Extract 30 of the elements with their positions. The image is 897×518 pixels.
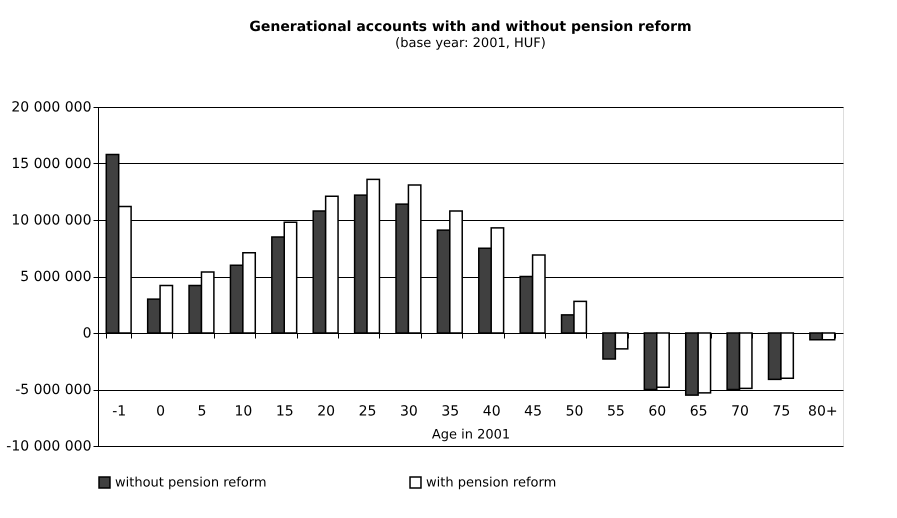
- legend-label: with pension reform: [426, 476, 556, 491]
- x-tick-label: 75: [772, 404, 790, 420]
- chart-title: Generational accounts with and without pension reform: [249, 19, 692, 35]
- x-tick-label: 50: [566, 404, 584, 420]
- x-tick-label: 30: [400, 404, 418, 420]
- x-tick-label: -1: [112, 404, 126, 420]
- x-tick-label: 60: [648, 404, 666, 420]
- legend-label: without pension reform: [115, 476, 267, 491]
- x-tick-label: 20: [317, 404, 336, 420]
- x-tick-label: 35: [441, 404, 460, 420]
- y-tick-label: -5 000 000: [15, 382, 92, 398]
- x-tick-label: 45: [524, 404, 542, 420]
- x-tick-label: 5: [198, 404, 206, 420]
- y-tick-label: -10 000 000: [6, 438, 92, 454]
- x-tick-label: 65: [690, 404, 708, 420]
- x-tick-label: 25: [358, 404, 376, 420]
- chart-subtitle: (base year: 2001, HUF): [395, 36, 546, 51]
- x-tick-label: 0: [156, 404, 166, 420]
- x-tick-label: 15: [276, 404, 294, 420]
- x-tick-label: 40: [482, 404, 501, 420]
- y-tick-label: 10 000 000: [11, 212, 92, 228]
- y-tick-label: 5 000 000: [20, 269, 92, 285]
- x-axis-title: Age in 2001: [432, 428, 510, 443]
- x-tick-label: 10: [234, 404, 252, 420]
- x-tick-label: 55: [606, 404, 625, 420]
- x-tick-label: 80+: [808, 404, 838, 420]
- y-tick-label: 20 000 000: [11, 100, 92, 116]
- y-tick-label: 0: [82, 326, 92, 342]
- y-tick-label: 15 000 000: [11, 156, 92, 172]
- x-tick-label: 70: [731, 404, 749, 420]
